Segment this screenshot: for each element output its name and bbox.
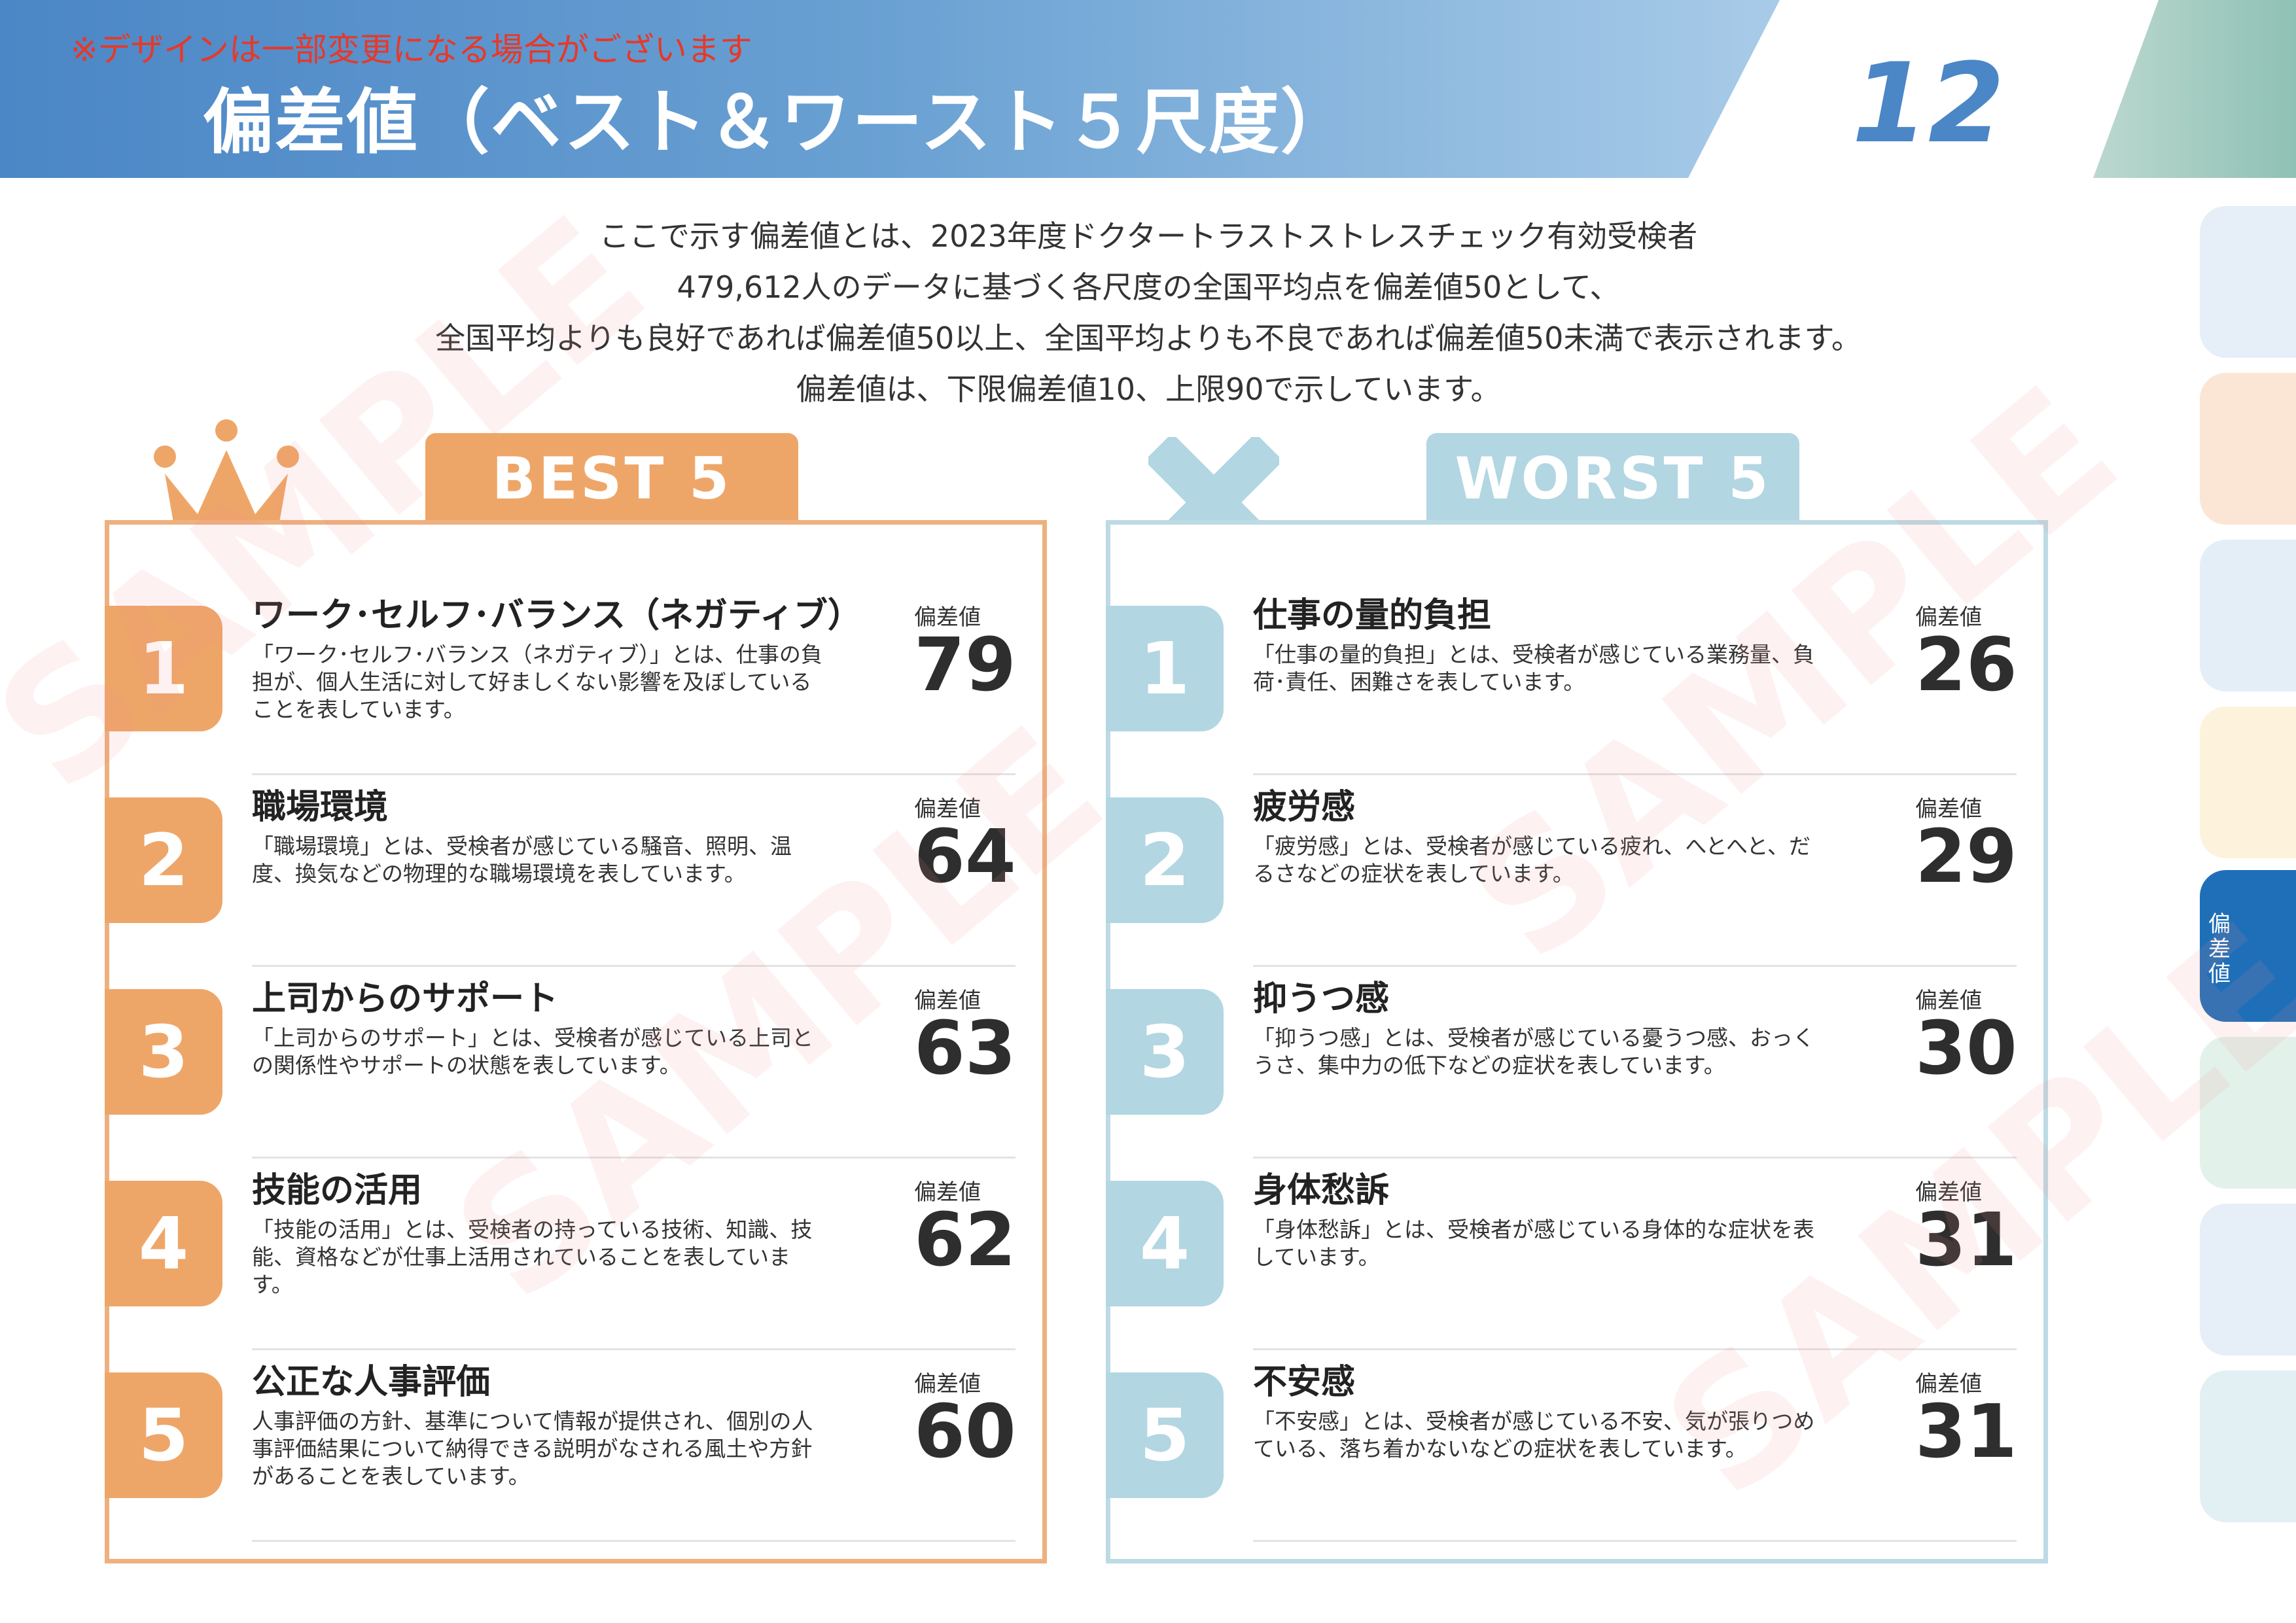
score-value: 31: [1915, 1198, 2017, 1283]
scale-description: 人事評価の方針、基準について情報が提供され、個別の人事評価結果について納得できる…: [252, 1408, 813, 1489]
scale-description: 「上司からのサポート」とは、受検者が感じている上司との関係性やサポートの状態を表…: [252, 1025, 813, 1078]
best-row-2: 2 職場環境 「職場環境」とは、受検者が感じている騒音、照明、温度、換気などの物…: [105, 775, 1042, 967]
row-divider: [252, 1157, 1016, 1159]
side-tab-label: 偏差値: [2208, 911, 2231, 987]
score-value: 64: [914, 814, 1016, 899]
intro-line: 全国平均よりも良好であれば偏差値50以上、全国平均よりも不良であれば偏差値50未…: [435, 321, 1862, 356]
score-value: 31: [1915, 1389, 2017, 1475]
worst-tab-heading: WORST 5: [1426, 433, 1799, 525]
header-accent-triangle: [2093, 0, 2296, 178]
score-label: 偏差値: [1915, 604, 1982, 631]
score-label: 偏差値: [914, 988, 981, 1014]
scale-name: 仕事の量的負担: [1253, 596, 1492, 635]
best-tab-heading: BEST 5: [425, 433, 798, 525]
score-value: 60: [914, 1389, 1016, 1475]
scale-name: 技能の活用: [252, 1171, 423, 1210]
worst-row-3: 3 抑うつ感 「抑うつ感」とは、受検者が感じている憂うつ感、おっくうさ、集中力の…: [1106, 967, 2043, 1159]
score-value: 29: [1915, 814, 2017, 899]
scale-description: 「身体愁訴」とは、受検者が感じている身体的な症状を表しています。: [1253, 1217, 1814, 1270]
best-row-4: 4 技能の活用 「技能の活用」とは、受検者の持っている技術、知識、技能、資格など…: [105, 1159, 1042, 1350]
side-tab[interactable]: [2200, 540, 2296, 691]
score-label: 偏差値: [1915, 1371, 1982, 1397]
rank-badge: 4: [1106, 1181, 1224, 1306]
score-value: 79: [914, 623, 1016, 708]
row-divider: [252, 965, 1016, 967]
side-tab-active[interactable]: [2200, 870, 2296, 1022]
score-value: 62: [914, 1198, 1016, 1283]
scale-name: 抑うつ感: [1253, 979, 1390, 1019]
scale-name: 公正な人事評価: [252, 1363, 491, 1402]
score-label: 偏差値: [1915, 988, 1982, 1014]
score-label: 偏差値: [1915, 1179, 1982, 1206]
scale-description: 「疲労感」とは、受検者が感じている疲れ、へとへと、だるさなどの症状を表しています…: [1253, 833, 1811, 886]
side-tab[interactable]: [2200, 373, 2296, 525]
scale-name: 身体愁訴: [1253, 1171, 1390, 1210]
scale-name: 疲労感: [1253, 788, 1356, 827]
row-divider: [252, 1348, 1016, 1350]
intro-line: ここで示す偏差値とは、2023年度ドクタートラストストレスチェック有効受検者: [599, 218, 1698, 254]
row-divider: [1253, 1348, 2017, 1350]
rank-badge: 2: [105, 797, 222, 923]
score-label: 偏差値: [914, 604, 981, 631]
scale-description: 「抑うつ感」とは、受検者が感じている憂うつ感、おっくうさ、集中力の低下などの症状…: [1253, 1025, 1814, 1078]
rank-badge: 1: [1106, 606, 1224, 731]
rank-badge: 5: [105, 1372, 222, 1498]
rank-badge: 1: [105, 606, 222, 731]
best-row-5: 5 公正な人事評価 人事評価の方針、基準について情報が提供され、個別の人事評価結…: [105, 1350, 1042, 1542]
intro-line: 偏差値は、下限偏差値10、上限90で示しています。: [796, 372, 1501, 407]
side-tab[interactable]: [2200, 1370, 2296, 1522]
scale-description: 「職場環境」とは、受検者が感じている騒音、照明、温度、換気などの物理的な職場環境…: [252, 833, 792, 886]
scale-name: 上司からのサポート: [252, 979, 559, 1019]
design-notice: ※デザインは一部変更になる場合がございます: [71, 31, 752, 69]
scale-description: 「ワーク･セルフ･バランス（ネガティブ）」とは、仕事の負担が、個人生活に対して好…: [252, 642, 822, 722]
best-row-3: 3 上司からのサポート 「上司からのサポート」とは、受検者が感じている上司との関…: [105, 967, 1042, 1159]
rank-badge: 2: [1106, 797, 1224, 923]
side-tab[interactable]: [2200, 1037, 2296, 1189]
intro-line: 479,612人のデータに基づく各尺度の全国平均点を偏差値50として、: [677, 270, 1620, 305]
rank-badge: 5: [1106, 1372, 1224, 1498]
rank-badge: 3: [1106, 989, 1224, 1115]
worst-row-2: 2 疲労感 「疲労感」とは、受検者が感じている疲れ、へとへと、だるさなどの症状を…: [1106, 775, 2043, 967]
row-divider: [252, 773, 1016, 775]
side-tab[interactable]: [2200, 707, 2296, 858]
worst-row-1: 1 仕事の量的負担 「仕事の量的負担」とは、受検者が感じている業務量、負荷･責任…: [1106, 584, 2043, 775]
row-divider: [1253, 1157, 2017, 1159]
row-divider: [1253, 965, 2017, 967]
header-banner: [0, 0, 1780, 178]
best-row-1: 1 ワーク･セルフ･バランス（ネガティブ） 「ワーク･セルフ･バランス（ネガティ…: [105, 584, 1042, 775]
side-tab[interactable]: [2200, 206, 2296, 358]
score-value: 30: [1915, 1006, 2017, 1091]
row-divider: [1253, 773, 2017, 775]
score-label: 偏差値: [914, 1371, 981, 1397]
score-value: 63: [914, 1006, 1016, 1091]
row-divider: [1253, 1540, 2017, 1542]
page-number: 12: [1852, 39, 2005, 167]
score-label: 偏差値: [914, 1179, 981, 1206]
best-5-panel: 1 ワーク･セルフ･バランス（ネガティブ） 「ワーク･セルフ･バランス（ネガティ…: [105, 520, 1047, 1563]
intro-text: ここで示す偏差値とは、2023年度ドクタートラストストレスチェック有効受検者 4…: [327, 211, 1969, 415]
rank-badge: 4: [105, 1181, 222, 1306]
score-label: 偏差値: [1915, 796, 1982, 822]
scale-name: 職場環境: [252, 788, 389, 827]
row-divider: [252, 1540, 1016, 1542]
side-tab[interactable]: [2200, 1204, 2296, 1355]
scale-name: 不安感: [1253, 1363, 1356, 1402]
scale-name: ワーク･セルフ･バランス（ネガティブ）: [252, 596, 862, 635]
worst-row-5: 5 不安感 「不安感」とは、受検者が感じている不安、気が張りつめている、落ち着か…: [1106, 1350, 2043, 1542]
scale-description: 「不安感」とは、受検者が感じている不安、気が張りつめている、落ち着かないなどの症…: [1253, 1408, 1815, 1461]
worst-row-4: 4 身体愁訴 「身体愁訴」とは、受検者が感じている身体的な症状を表しています。 …: [1106, 1159, 2043, 1350]
score-label: 偏差値: [914, 796, 981, 822]
score-value: 26: [1915, 623, 2017, 708]
scale-description: 「技能の活用」とは、受検者の持っている技術、知識、技能、資格などが仕事上活用され…: [252, 1217, 813, 1297]
page-title: 偏差値（ベスト＆ワースト５尺度）: [203, 82, 1352, 164]
worst-5-panel: 1 仕事の量的負担 「仕事の量的負担」とは、受検者が感じている業務量、負荷･責任…: [1106, 520, 2048, 1563]
rank-badge: 3: [105, 989, 222, 1115]
scale-description: 「仕事の量的負担」とは、受検者が感じている業務量、負荷･責任、困難さを表していま…: [1253, 642, 1814, 695]
